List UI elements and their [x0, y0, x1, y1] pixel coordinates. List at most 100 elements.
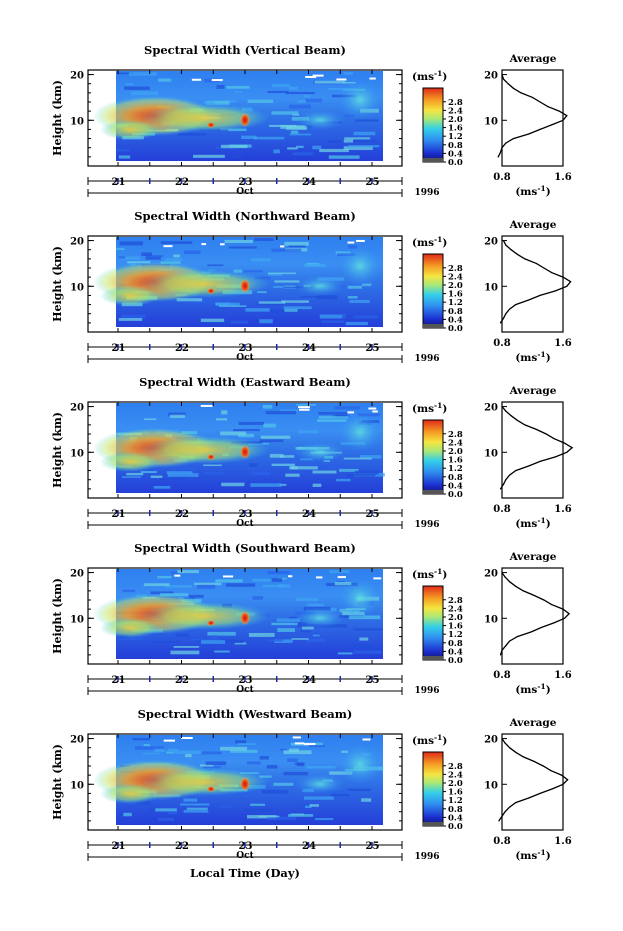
average-profile-point: [498, 820, 500, 822]
average-profile-point: [509, 581, 511, 583]
avg-unit-close: ): [546, 518, 551, 530]
colorbar-unit-sup: -1: [434, 733, 442, 742]
y-axis-label: Height (km): [51, 578, 64, 654]
heatmap-cell: [318, 411, 348, 415]
colorbar-tick-label: 2.8: [448, 264, 463, 274]
heatmap-cell: [183, 810, 209, 813]
heatmap-cell: [267, 571, 290, 575]
heatmap-cell: [160, 593, 189, 597]
colorbar-tick-label: 2.0: [448, 613, 463, 623]
colorbar: [422, 585, 444, 661]
heatmap-cell: [267, 816, 296, 821]
x-tick-label: 24: [302, 177, 316, 188]
heatmap-cell: [343, 457, 372, 460]
x-tick-label: 21: [112, 177, 126, 188]
avg-y-tick-label: 10: [484, 448, 498, 459]
heatmap-cell: [353, 315, 378, 319]
warm-layer-lower: [100, 618, 160, 638]
average-profile-point: [563, 617, 566, 619]
average-profile-point: [562, 119, 564, 121]
year-label: 1996: [414, 686, 439, 696]
heatmap-cell: [170, 650, 200, 655]
heatmap-cell: [251, 471, 271, 476]
panel-0: Spectral Width (Vertical Beam) Height (km…: [51, 43, 572, 198]
avg-x-tick-label: 0.8: [493, 836, 510, 847]
average-profile-point: [505, 645, 507, 647]
colorbar-unit-sup: -1: [434, 567, 442, 576]
heatmap-cell: [267, 273, 283, 276]
average-profile-point: [553, 437, 555, 440]
missing-data: [201, 243, 207, 246]
average-frame: [501, 401, 564, 499]
cyan-patch-right: [338, 246, 382, 286]
heatmap-cell: [248, 632, 275, 637]
heatmap-cell: [234, 91, 243, 93]
panel-2: Spectral Width (Eastward Beam) Height (km…: [51, 375, 574, 530]
heatmap-cell: [238, 433, 255, 438]
heatmap-cell: [269, 124, 297, 127]
red-spot-small: [207, 620, 215, 626]
average-profile-point: [550, 271, 553, 274]
missing-data: [373, 577, 382, 580]
heatmap-cell: [274, 639, 293, 644]
average-profile-point: [502, 239, 505, 242]
heatmap-cell: [144, 418, 157, 421]
x-tick-label: 21: [112, 343, 126, 354]
heatmap-cell: [327, 465, 342, 470]
average-profile-point: [522, 756, 524, 758]
heatmap-cell: [173, 645, 200, 648]
colorbar-unit-open: (ms: [412, 237, 434, 249]
avg-x-tick-label: 1.6: [554, 670, 571, 681]
colorbar-unit: (ms-1): [412, 733, 447, 747]
avg-x-tick-label: 1.6: [554, 172, 571, 183]
average-frame: [501, 235, 564, 333]
heatmap-cell: [250, 803, 266, 806]
heatmap-cell: [271, 111, 299, 115]
colorbar-tick-label: 2.8: [448, 762, 463, 772]
heatmap-cell: [125, 83, 134, 86]
average-profile-line: [499, 406, 574, 490]
average-profile-point: [509, 474, 511, 476]
cyan-patch: [295, 608, 345, 628]
heatmap-cell: [273, 285, 284, 288]
avg-y-tick-label: 20: [484, 71, 498, 82]
colorbar-tick-label: 0.4: [448, 149, 463, 159]
y-tick-label: 10: [70, 614, 84, 625]
heatmap-cell: [170, 414, 186, 418]
heatmap-cell: [327, 87, 353, 90]
colorbar-tick-label: 0.8: [448, 307, 463, 317]
average-profile-point: [528, 465, 530, 467]
average-profile-point: [530, 631, 532, 633]
heatmap-cell: [306, 638, 326, 643]
heatmap-cell: [259, 755, 269, 760]
x-tick-label: 25: [366, 675, 380, 686]
heatmap-cell: [328, 155, 360, 159]
colorbar-tick-label: 0.8: [448, 805, 463, 815]
average-profile-point: [551, 788, 553, 790]
avg-unit-sup: -1: [537, 350, 545, 359]
heatmap-cell: [279, 483, 287, 486]
heatmap-cell: [343, 139, 354, 143]
heatmap-cell: [335, 251, 351, 255]
heatmap-cell: [346, 473, 376, 477]
colorbar-tick-label: 1.2: [448, 132, 463, 142]
y-tick-label: 10: [70, 780, 84, 791]
heatmap-cell: [155, 808, 177, 812]
average-profile-point: [504, 811, 506, 813]
heatmap-cell: [289, 133, 312, 136]
heatmap-cell: [118, 256, 126, 259]
colorbar: [422, 253, 444, 329]
year-label: 1996: [414, 852, 439, 862]
heatmap-cell: [334, 581, 352, 586]
heatmap-cell: [260, 435, 291, 439]
colorbar-bottom: [423, 324, 443, 328]
average-profile-point: [510, 415, 512, 417]
missing-data: [304, 743, 316, 746]
colorbar-unit: (ms-1): [412, 69, 447, 83]
average-profile-point: [501, 73, 503, 76]
heatmap-cell: [132, 738, 150, 741]
heatmap-cell: [287, 147, 298, 150]
average-profile-point: [542, 765, 544, 767]
average-profile-point: [501, 649, 503, 651]
